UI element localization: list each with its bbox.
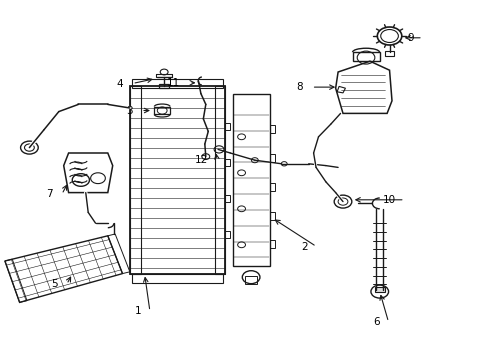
Text: 8: 8 [296, 82, 303, 92]
Text: 3: 3 [125, 105, 132, 116]
Text: 9: 9 [407, 33, 414, 43]
Bar [245, 276, 257, 284]
Bar [375, 287, 385, 292]
Bar [132, 274, 223, 283]
Bar [225, 231, 230, 238]
Bar [130, 86, 141, 274]
Bar [270, 212, 275, 220]
Bar [270, 183, 275, 191]
Bar [270, 240, 275, 248]
Text: 5: 5 [51, 279, 58, 289]
Text: 6: 6 [373, 317, 380, 327]
Bar [225, 195, 230, 202]
Bar [225, 123, 230, 130]
Text: 7: 7 [46, 189, 53, 199]
Bar [270, 125, 275, 133]
Text: 10: 10 [383, 195, 396, 205]
Bar [154, 107, 170, 114]
Text: 4: 4 [117, 78, 123, 89]
Bar [132, 79, 223, 88]
Bar [270, 154, 275, 162]
Bar [385, 51, 394, 56]
Bar [159, 84, 169, 88]
Bar [233, 94, 270, 266]
Bar [225, 159, 230, 166]
Bar [215, 86, 225, 274]
Text: 11: 11 [167, 78, 180, 88]
Bar [130, 86, 225, 274]
Text: 1: 1 [134, 306, 141, 316]
Text: 2: 2 [301, 242, 308, 252]
Bar [353, 52, 380, 61]
Text: 12: 12 [195, 155, 208, 165]
